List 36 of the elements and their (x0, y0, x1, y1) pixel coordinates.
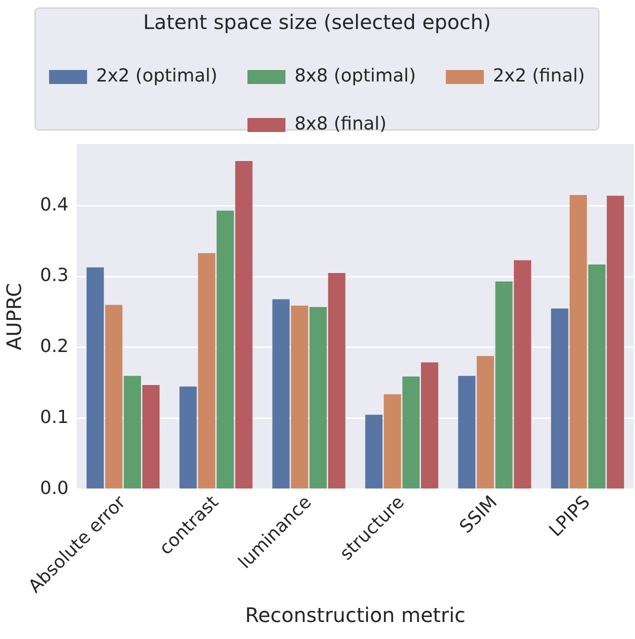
bar (198, 253, 216, 488)
bar (476, 356, 494, 488)
bar (142, 385, 160, 488)
bar (235, 161, 252, 488)
bar (514, 260, 532, 488)
bar (384, 394, 402, 488)
y-tick-label: 0.1 (40, 407, 69, 428)
legend-label: 2x2 (optimal) (96, 66, 218, 87)
y-tick-label: 0.3 (40, 265, 69, 286)
bar (570, 195, 587, 488)
bar (216, 210, 234, 488)
bar (310, 307, 327, 488)
bar (105, 304, 122, 488)
bar (606, 196, 624, 488)
bar (272, 299, 290, 488)
y-tick-label: 0.0 (40, 478, 69, 499)
bar (124, 376, 142, 488)
bar (86, 267, 104, 488)
legend-label: 2x2 (final) (492, 66, 585, 87)
legend-label: 8x8 (optimal) (294, 66, 416, 87)
bar (179, 386, 197, 488)
bar (365, 414, 383, 488)
bar (328, 273, 346, 488)
bar (420, 362, 438, 488)
bar (495, 282, 513, 488)
bar (551, 308, 568, 488)
legend-label: 8x8 (final) (294, 114, 387, 135)
x-axis-title: Reconstruction metric (245, 603, 466, 628)
y-axis-title: AUPRC (2, 282, 26, 350)
bar (290, 306, 308, 488)
bar (588, 264, 606, 488)
legend-title: Latent space size (selected epoch) (143, 10, 491, 34)
bar (458, 376, 476, 488)
bar (402, 376, 420, 488)
y-tick-label: 0.2 (40, 336, 69, 358)
y-tick-label: 0.4 (40, 194, 69, 216)
